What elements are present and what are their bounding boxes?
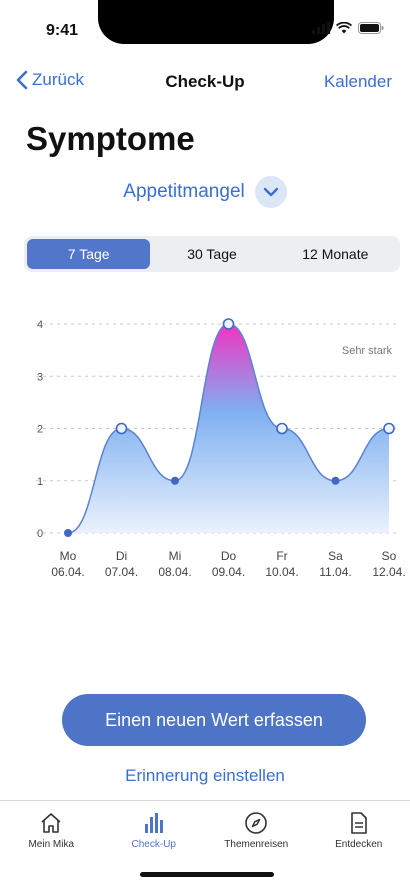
tab-12-months[interactable]: 12 Monate: [302, 246, 369, 262]
home-indicator: [140, 872, 274, 877]
navigation-bar: Zurück Check-Up Kalender: [0, 64, 410, 100]
tab-themenreisen[interactable]: Themenreisen: [205, 801, 308, 866]
home-icon: [41, 813, 61, 833]
y-tick-label: 3: [37, 371, 43, 383]
x-tick-date: 06.04.: [51, 565, 84, 579]
chart-x-axis: Mo 06.04. Di 07.04. Mi 08.04. Do 09.04. Fr 10.04.…: [51, 549, 405, 579]
symptom-chart: 0 1 2 3 4 Sehr stark Mo 06.04. Di 07.04. Mi 08.04…: [36, 318, 406, 579]
page-title: Symptome: [26, 120, 195, 157]
x-tick-date: 12.04.: [372, 565, 405, 579]
tab-label: Themenreisen: [224, 839, 289, 850]
y-tick-label: 1: [37, 476, 43, 488]
period-segmented-control: 7 Tage 30 Tage 12 Monate: [24, 236, 400, 272]
x-tick-date: 09.04.: [212, 565, 245, 579]
battery-icon: [358, 22, 384, 34]
y-tick-label: 4: [37, 319, 43, 331]
symptom-selector[interactable]: Appetitmangel: [0, 176, 410, 208]
chart-annotation: Sehr stark: [342, 345, 393, 357]
x-tick-day: Mi: [169, 549, 182, 563]
chart-points: [64, 318, 395, 537]
data-point: [222, 318, 235, 330]
tab-label: Entdecken: [335, 839, 383, 850]
x-tick-date: 11.04.: [319, 565, 351, 579]
calendar-button[interactable]: Kalender: [323, 72, 392, 91]
tab-entdecken[interactable]: Entdecken: [308, 801, 410, 866]
status-bar: 9:41: [0, 0, 410, 52]
back-button[interactable]: Zurück: [16, 70, 84, 90]
chevron-down-icon: [263, 187, 278, 197]
symptom-dropdown-toggle[interactable]: [254, 176, 287, 208]
tab-7-days[interactable]: 7 Tage: [27, 239, 151, 269]
y-tick-label: 2: [37, 424, 43, 436]
tab-mein-mika[interactable]: Mein Mika: [0, 801, 103, 866]
data-point: [115, 422, 128, 435]
data-point: [171, 476, 179, 485]
x-tick-day: Fr: [276, 549, 287, 563]
chart-area: [68, 324, 389, 533]
symptom-label: Appetitmangel: [123, 181, 245, 202]
chevron-left-icon: [16, 70, 28, 90]
status-icons: [312, 22, 384, 34]
x-tick-day: Sa: [328, 549, 343, 563]
tab-check-up[interactable]: Check-Up: [103, 801, 206, 866]
data-point: [331, 476, 340, 485]
bar-chart-icon: [144, 813, 163, 833]
wifi-icon: [336, 22, 352, 34]
status-time: 9:41: [46, 22, 79, 39]
y-tick-label: 0: [37, 528, 43, 540]
device-notch: [98, 0, 334, 44]
x-tick-date: 07.04.: [105, 565, 138, 579]
add-value-button[interactable]: Einen neuen Wert erfassen: [62, 694, 366, 746]
x-tick-date: 10.04.: [265, 565, 298, 579]
tab-30-days[interactable]: 30 Tage: [187, 246, 237, 262]
x-tick-day: Di: [116, 549, 127, 563]
x-tick-day: So: [382, 549, 397, 563]
x-tick-day: Mo: [60, 549, 77, 563]
signal-icon: [312, 22, 330, 34]
tab-label: Check-Up: [131, 839, 176, 850]
back-button-label: Zurück: [32, 70, 84, 89]
compass-icon: [245, 812, 268, 834]
tab-label: Mein Mika: [28, 839, 75, 850]
x-tick-date: 08.04.: [158, 565, 191, 579]
x-tick-day: Do: [221, 549, 237, 563]
chart-y-axis: 0 1 2 3 4: [37, 319, 43, 540]
data-point: [383, 422, 395, 435]
document-icon: [350, 812, 367, 834]
data-point: [64, 529, 72, 537]
set-reminder-link[interactable]: Erinnerung einstellen: [125, 766, 285, 785]
data-point: [276, 422, 288, 435]
tab-bar: Mein Mika Check-Up Themenreisen Entdecke…: [0, 800, 410, 866]
